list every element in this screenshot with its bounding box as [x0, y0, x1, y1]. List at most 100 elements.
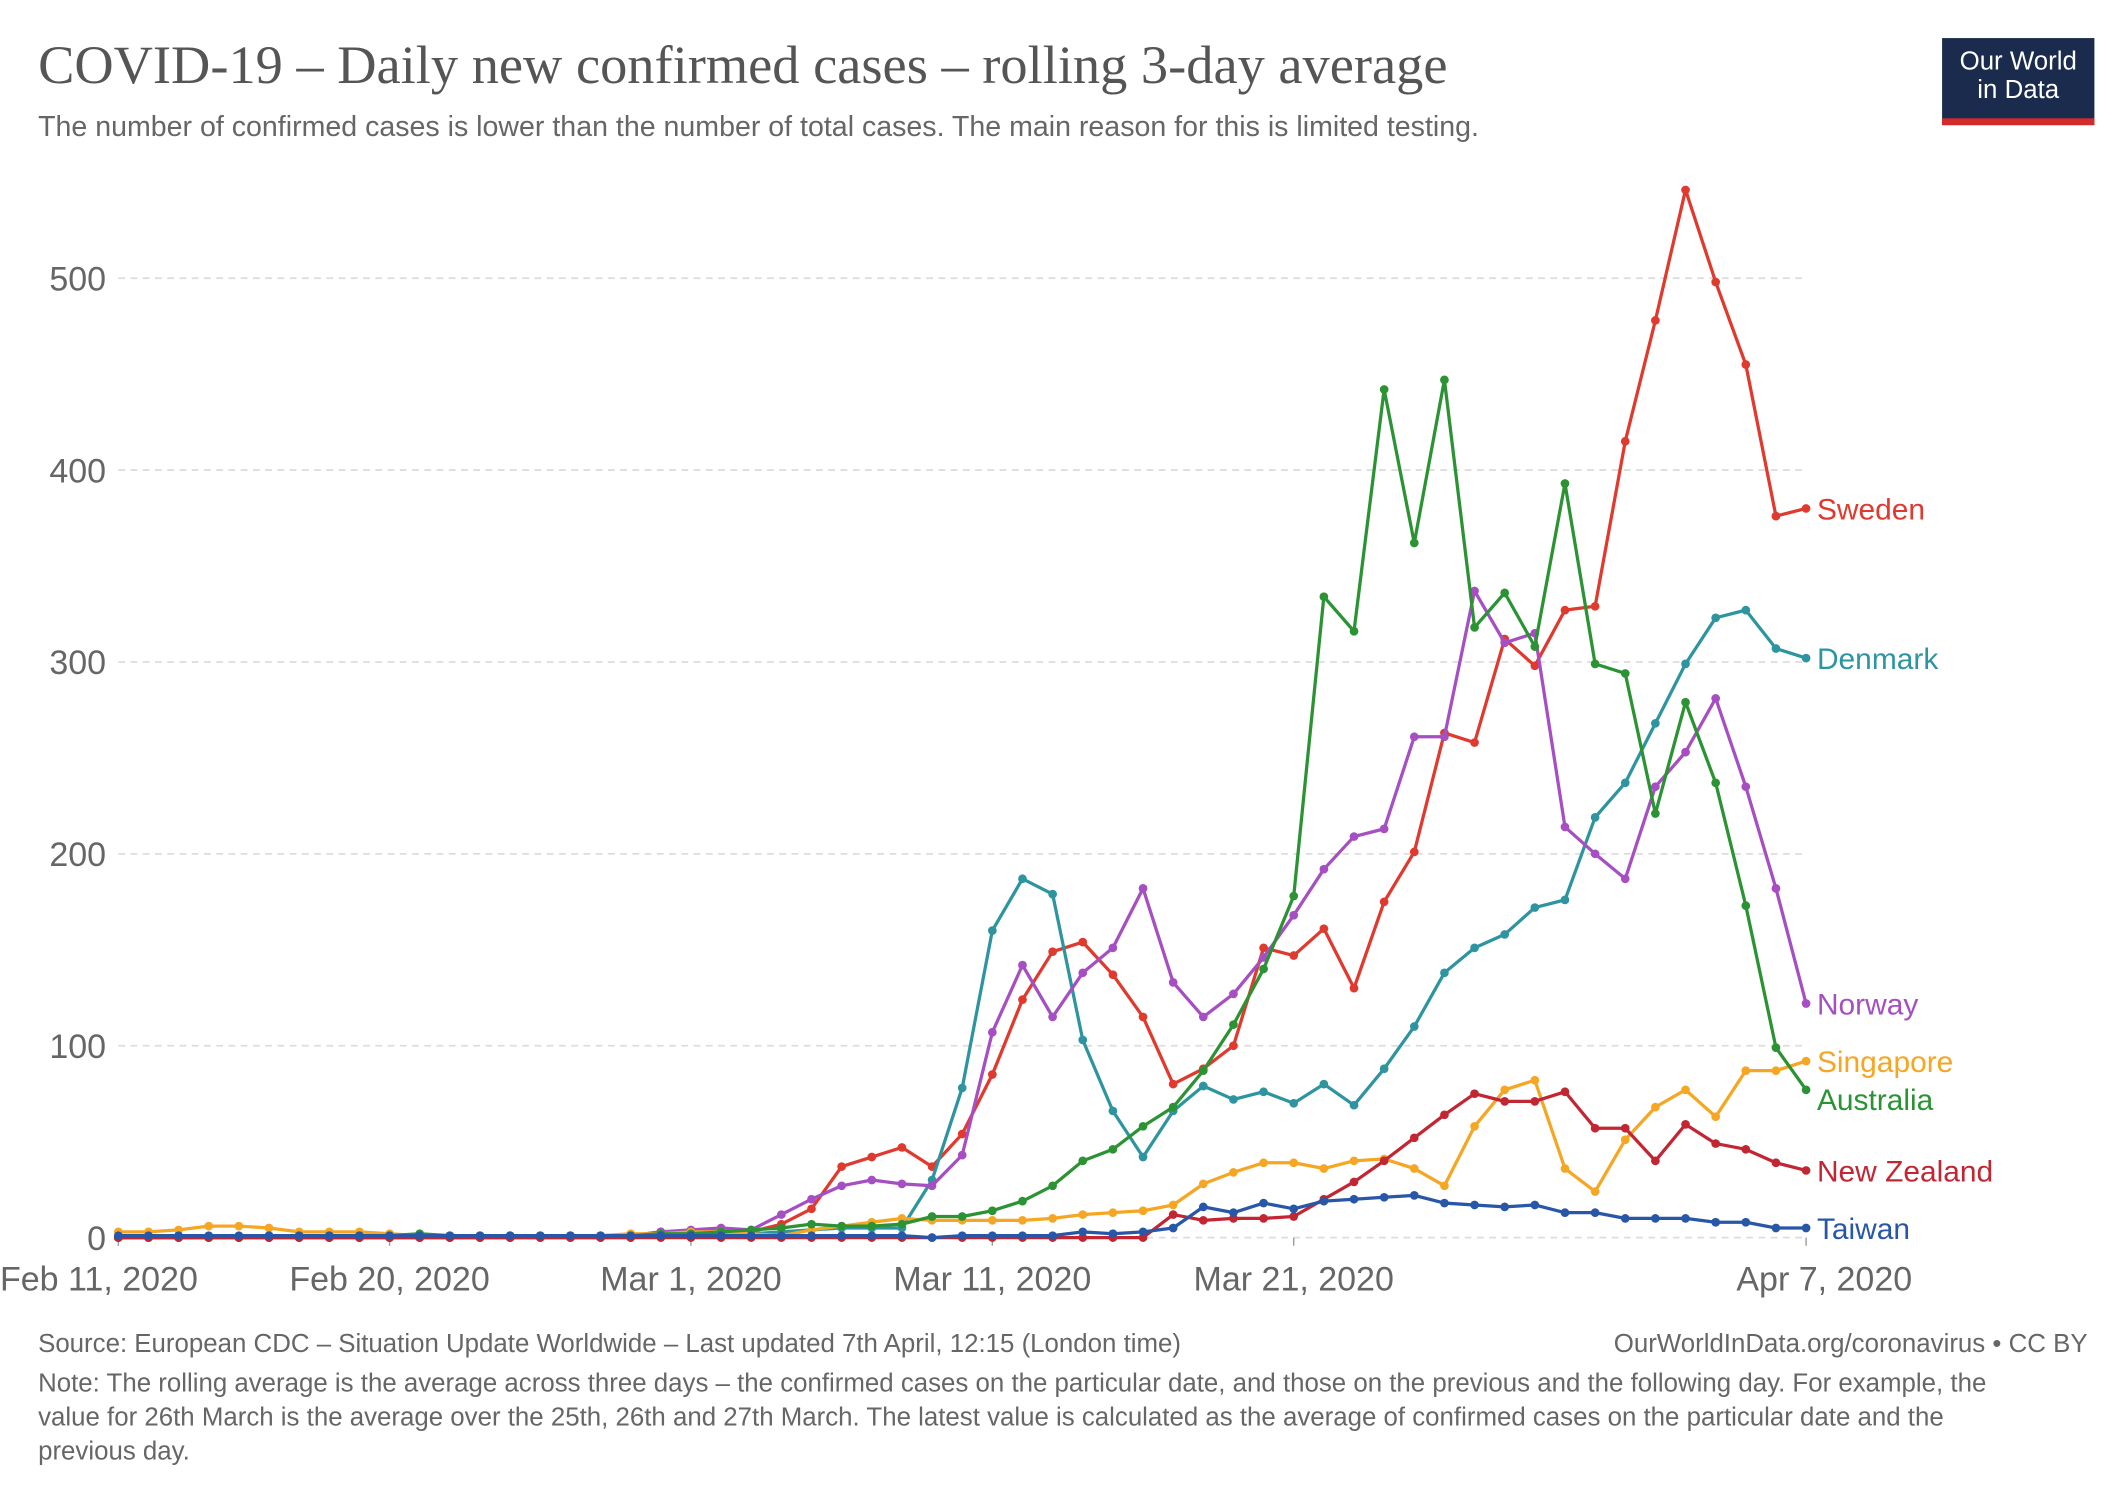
data-point [385, 1231, 394, 1241]
data-point [174, 1231, 183, 1241]
logo[interactable]: Our World in Data [1942, 38, 2095, 126]
data-point [1711, 694, 1721, 703]
data-point [987, 1027, 997, 1037]
data-point [1620, 1135, 1630, 1145]
data-point [1771, 1066, 1781, 1076]
y-tick-label: 400 [49, 452, 106, 490]
data-point [1590, 1123, 1600, 1133]
data-point [1078, 937, 1088, 947]
data-point [1711, 613, 1721, 623]
data-point [1138, 1227, 1148, 1237]
attribution[interactable]: OurWorldInData.org/coronavirus • CC BY [1613, 1330, 2088, 1359]
logo-line: in Data [1977, 76, 2060, 105]
data-point [113, 1231, 123, 1241]
data-point [535, 1231, 545, 1241]
data-point [897, 1219, 907, 1229]
data-point [867, 1231, 877, 1241]
data-point [746, 1231, 756, 1241]
data-point [1620, 778, 1630, 788]
series-label: Australia [1817, 1084, 1934, 1117]
data-point [837, 1231, 846, 1241]
y-tick-label: 100 [49, 1028, 106, 1066]
data-point [1018, 1196, 1027, 1206]
data-point [1108, 1229, 1118, 1239]
data-point [1379, 1064, 1389, 1074]
data-point [1048, 1214, 1057, 1223]
data-point [1500, 638, 1510, 648]
data-point [1018, 1231, 1027, 1241]
data-point [1138, 1206, 1148, 1216]
data-point [1651, 316, 1660, 325]
data-point [1409, 1022, 1419, 1031]
data-point [1801, 653, 1811, 663]
logo-line: Our World [1959, 47, 2077, 77]
data-point [1620, 1123, 1630, 1133]
data-point [1620, 669, 1630, 678]
data-point [1289, 910, 1299, 920]
data-point [1198, 1179, 1208, 1189]
note: Note: The rolling average is the average… [38, 1369, 1987, 1467]
data-point [1500, 1097, 1510, 1106]
data-point [1590, 813, 1600, 822]
data-point [1078, 1156, 1088, 1166]
x-tick-label: Apr 7, 2020 [1736, 1261, 1912, 1299]
data-point [957, 1083, 967, 1093]
data-point [1741, 360, 1751, 369]
data-point [927, 1181, 937, 1191]
data-point [987, 1206, 997, 1216]
x-tick-label: Mar 1, 2020 [600, 1261, 781, 1299]
data-point [1741, 901, 1751, 910]
x-tick-label: Feb 11, 2020 [0, 1261, 198, 1299]
data-point [1078, 1035, 1088, 1045]
data-point [1801, 1223, 1811, 1233]
data-point [1470, 738, 1479, 747]
data-point [1349, 1156, 1359, 1166]
data-point [1409, 732, 1419, 742]
y-tick-label: 500 [49, 260, 106, 298]
data-point [1681, 1085, 1690, 1095]
data-point [1440, 968, 1449, 978]
data-point [1259, 1158, 1268, 1168]
data-point [1711, 277, 1721, 287]
data-point [204, 1231, 214, 1241]
data-point [234, 1231, 244, 1241]
data-point [1801, 999, 1811, 1008]
data-point [204, 1221, 214, 1231]
series-line [118, 608, 1807, 1240]
data-point [1440, 1181, 1449, 1191]
x-tick-label: Mar 21, 2020 [1194, 1261, 1394, 1299]
data-point [897, 1179, 907, 1189]
data-point [1198, 1066, 1208, 1076]
data-point [897, 1143, 907, 1152]
data-point [1560, 479, 1570, 488]
data-point [1500, 930, 1510, 939]
data-point [1018, 995, 1027, 1005]
data-point [1379, 1156, 1389, 1166]
series-line [118, 589, 1808, 1240]
data-point [1289, 1158, 1299, 1168]
data-point [1138, 884, 1148, 893]
data-point [1440, 732, 1449, 742]
data-point [1289, 1204, 1299, 1214]
data-point [1198, 1081, 1208, 1091]
data-point [264, 1231, 274, 1241]
data-point [1078, 1227, 1088, 1237]
data-point [1530, 1097, 1540, 1106]
data-point [1138, 1012, 1148, 1022]
data-point [1530, 642, 1540, 651]
data-point [837, 1181, 846, 1191]
data-point [415, 1231, 425, 1241]
x-tick-label: Mar 11, 2020 [893, 1261, 1091, 1299]
data-point [1560, 605, 1570, 615]
data-point [1048, 1012, 1057, 1022]
data-point [1048, 1181, 1057, 1191]
data-point [1771, 1158, 1781, 1168]
series-label: New Zealand [1817, 1155, 1993, 1188]
data-point [1470, 586, 1479, 596]
data-point [1470, 943, 1479, 953]
data-point [957, 1129, 967, 1139]
data-point [1108, 943, 1118, 953]
data-point [1349, 1194, 1359, 1204]
data-point [1741, 1144, 1751, 1154]
